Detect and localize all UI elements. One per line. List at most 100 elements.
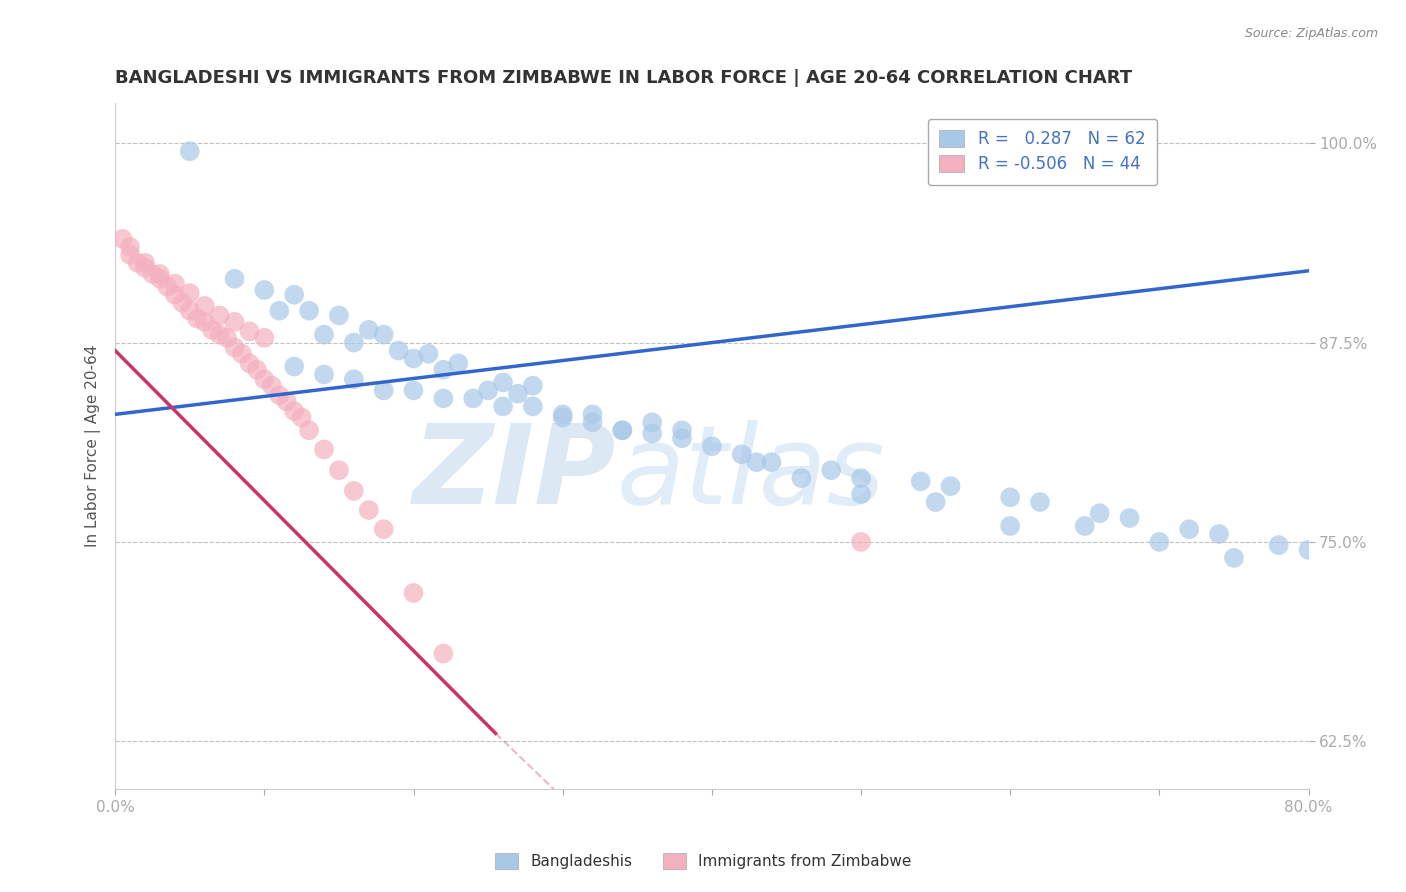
Point [612,423,634,437]
Point [283,359,305,374]
Point [671,423,693,437]
Point [260,378,283,392]
Point [492,376,515,390]
Point [998,519,1021,533]
Point [522,378,544,392]
Point [849,471,872,485]
Point [149,272,172,286]
Y-axis label: In Labor Force | Age 20-64: In Labor Force | Age 20-64 [86,345,101,548]
Point [641,426,664,441]
Point [134,260,156,275]
Text: atlas: atlas [616,420,884,527]
Point [127,256,149,270]
Point [700,439,723,453]
Point [312,327,335,342]
Point [522,400,544,414]
Text: Source: ZipAtlas.com: Source: ZipAtlas.com [1244,27,1378,40]
Point [731,447,754,461]
Legend: R =   0.287   N = 62, R = -0.506   N = 44: R = 0.287 N = 62, R = -0.506 N = 44 [928,119,1157,185]
Point [373,522,395,536]
Point [163,277,186,291]
Point [246,362,269,376]
Point [388,343,411,358]
Point [1223,550,1246,565]
Point [312,442,335,457]
Point [269,388,291,402]
Point [224,315,246,329]
Point [432,647,454,661]
Point [172,295,194,310]
Point [156,279,179,293]
Point [849,487,872,501]
Legend: Bangladeshis, Immigrants from Zimbabwe: Bangladeshis, Immigrants from Zimbabwe [489,847,917,875]
Point [291,410,314,425]
Point [179,145,201,159]
Point [208,327,231,342]
Point [215,331,238,345]
Point [581,415,603,429]
Point [1298,542,1320,557]
Point [641,415,664,429]
Point [343,372,366,386]
Point [1178,522,1201,536]
Point [149,267,172,281]
Point [179,303,201,318]
Point [432,362,454,376]
Point [671,431,693,445]
Point [581,408,603,422]
Point [253,372,276,386]
Point [447,356,470,370]
Point [328,309,350,323]
Point [120,248,142,262]
Text: ZIP: ZIP [413,420,616,527]
Point [179,286,201,301]
Point [194,315,217,329]
Point [551,408,574,422]
Point [477,384,499,398]
Point [253,283,276,297]
Point [134,256,156,270]
Point [283,404,305,418]
Point [761,455,783,469]
Point [924,495,946,509]
Point [186,311,208,326]
Point [492,400,515,414]
Point [1074,519,1097,533]
Point [276,394,298,409]
Point [418,347,440,361]
Point [402,384,425,398]
Point [1088,506,1111,520]
Point [208,309,231,323]
Point [1149,535,1171,549]
Point [402,351,425,366]
Point [111,232,134,246]
Point [298,423,321,437]
Point [998,490,1021,504]
Point [357,503,380,517]
Point [1029,495,1052,509]
Point [201,323,224,337]
Point [402,586,425,600]
Point [910,475,932,489]
Point [238,356,260,370]
Point [194,299,217,313]
Point [506,386,529,401]
Point [1118,511,1140,525]
Point [312,368,335,382]
Point [238,325,260,339]
Point [373,384,395,398]
Point [231,347,253,361]
Point [612,423,634,437]
Point [298,303,321,318]
Point [790,471,813,485]
Point [357,323,380,337]
Point [939,479,962,493]
Point [463,392,485,406]
Point [1267,538,1289,552]
Point [224,340,246,354]
Point [551,410,574,425]
Point [120,240,142,254]
Point [343,483,366,498]
Text: BANGLADESHI VS IMMIGRANTS FROM ZIMBABWE IN LABOR FORCE | AGE 20-64 CORRELATION C: BANGLADESHI VS IMMIGRANTS FROM ZIMBABWE … [115,69,1132,87]
Point [745,455,768,469]
